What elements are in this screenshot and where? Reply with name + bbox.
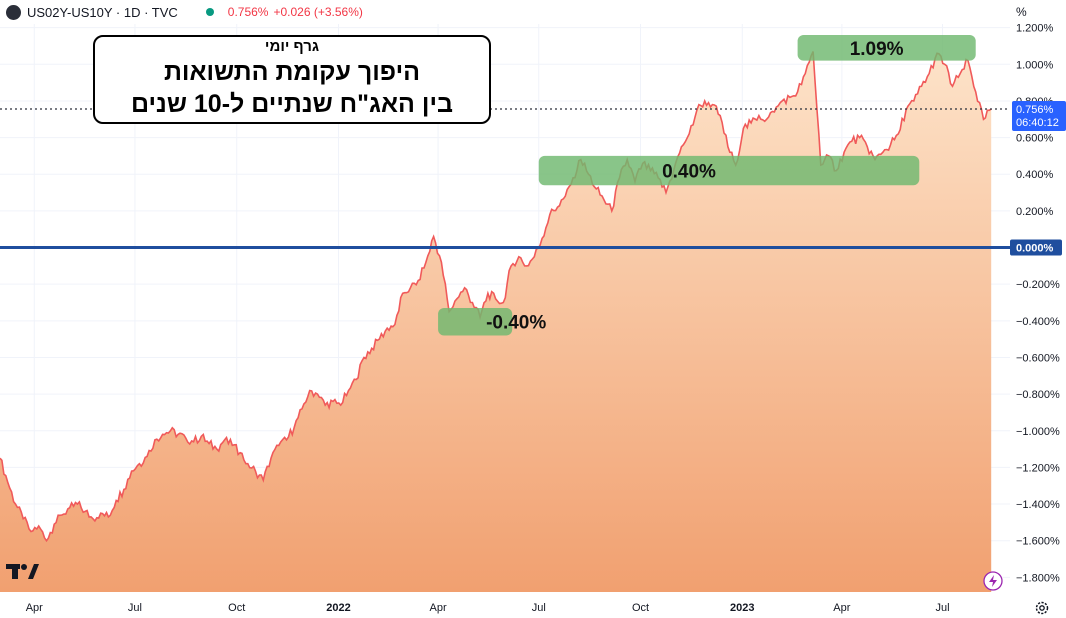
price-value: 0.756% — [227, 5, 269, 19]
title-line-2: בין האג"ח שנתיים ל-10 שנים — [131, 90, 453, 118]
zone-label: 1.09% — [850, 39, 904, 60]
y-tick-label: −1.800% — [1016, 572, 1060, 584]
y-tick-label: −1.400% — [1016, 499, 1060, 511]
price-tag-countdown: 06:40:12 — [1016, 117, 1059, 129]
axis-unit-label: % — [1016, 5, 1027, 19]
zone-box — [538, 155, 920, 186]
price-tag-value: 0.756% — [1016, 104, 1054, 116]
y-tick-label: −1.000% — [1016, 426, 1060, 438]
price-tag — [1012, 101, 1066, 132]
y-tick-label: 0.400% — [1016, 169, 1054, 181]
settings-gear-icon[interactable] — [1034, 600, 1050, 616]
zone-box — [438, 308, 513, 336]
y-tick-label: −0.800% — [1016, 389, 1060, 401]
x-tick-label: Oct — [632, 602, 649, 614]
y-tick-label: −0.600% — [1016, 352, 1060, 364]
y-tick-label: −1.200% — [1016, 462, 1060, 474]
x-tick-label: 2022 — [326, 602, 350, 614]
title-line-1: היפוך עקומת התשואות — [163, 58, 421, 86]
x-tick-label: Apr — [430, 602, 447, 614]
price-change: +0.026 (+3.56%) — [273, 5, 363, 19]
y-tick-label: 1.000% — [1016, 59, 1054, 71]
x-tick-label: 2023 — [730, 602, 754, 614]
y-tick-label: −0.200% — [1016, 279, 1060, 291]
x-tick-label: Jul — [128, 602, 142, 614]
y-tick-label: 0.200% — [1016, 206, 1054, 218]
lightning-icon[interactable] — [983, 571, 1003, 591]
zone-label: -0.40% — [486, 313, 546, 334]
x-tick-label: Apr — [26, 602, 43, 614]
market-status-icon — [205, 8, 214, 16]
y-tick-label: 0.600% — [1016, 133, 1054, 145]
x-axis: Apr Jul Oct 2022 Apr Jul Oct 2023 Apr Jul — [26, 602, 950, 614]
tradingview-logo-icon[interactable] — [6, 562, 40, 582]
zone-box — [797, 34, 976, 61]
zero-tag — [1010, 239, 1062, 256]
y-tick-label: 1.200% — [1016, 23, 1054, 35]
y-tick-label: −1.600% — [1016, 536, 1060, 548]
title-box: גרף יומי היפוך עקומת התשואות בין האג"ח ש… — [93, 35, 491, 124]
chart-header: US02Y-US10Y · 1D · TVC 0.756% +0.026 (+3… — [0, 0, 1010, 24]
symbol-label[interactable]: US02Y-US10Y · 1D · TVC — [27, 4, 178, 20]
symbol-icon[interactable] — [6, 4, 21, 20]
zone-label: 0.40% — [662, 162, 716, 183]
y-tick-label: −0.400% — [1016, 316, 1060, 328]
x-tick-label: Apr — [833, 602, 850, 614]
x-tick-label: Jul — [935, 602, 949, 614]
x-tick-label: Jul — [532, 602, 546, 614]
zero-tag-label: 0.000% — [1016, 243, 1054, 255]
title-subtitle: גרף יומי — [264, 38, 320, 55]
x-tick-label: Oct — [228, 602, 245, 614]
